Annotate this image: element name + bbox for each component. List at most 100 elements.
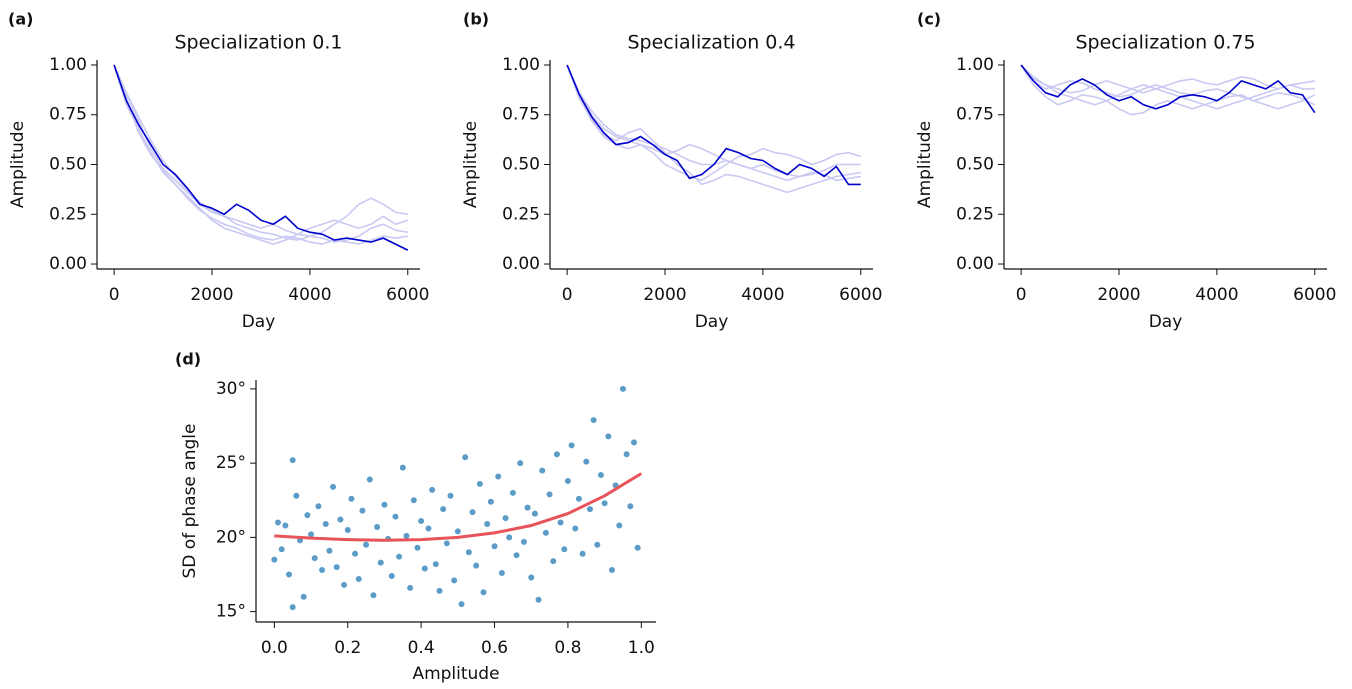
y-tick-label: 0.00: [49, 254, 87, 274]
x-tick-label: 0.6: [481, 638, 508, 658]
y-tick-label: 0.75: [49, 105, 87, 125]
scatter-point: [281, 521, 289, 530]
scatter-point: [476, 480, 484, 488]
scatter-point: [501, 514, 510, 522]
y-tick-label: 25°: [216, 453, 246, 473]
y-tick-label: 0.25: [956, 204, 994, 224]
panel-label: (a): [8, 10, 33, 29]
line-series: [1020, 64, 1315, 94]
scatter-point: [450, 576, 458, 585]
chart-title: Specialization 0.4: [627, 32, 795, 54]
scatter-point: [630, 438, 638, 446]
x-tick-label: 6000: [839, 285, 882, 305]
scatter-point: [571, 524, 579, 533]
scatter-point: [355, 575, 363, 583]
scatter-point: [446, 492, 455, 500]
scatter-point: [325, 547, 333, 555]
scatter-point: [564, 477, 572, 485]
scatter-point: [527, 573, 535, 582]
line-series: [566, 64, 861, 186]
x-tick-label: 2000: [643, 285, 686, 305]
y-tick-label: 0.25: [49, 204, 87, 224]
panel-label: (c): [917, 10, 941, 29]
scatter-point: [413, 544, 422, 552]
scatter-point: [336, 515, 345, 524]
scatter-point: [468, 508, 477, 516]
scatter-point: [461, 453, 469, 461]
scatter-point: [388, 572, 396, 580]
y-tick-label: 20°: [216, 527, 246, 547]
y-axis-label: Amplitude: [8, 121, 28, 208]
chart-title: Specialization 0.75: [1075, 32, 1255, 54]
scatter-point: [494, 472, 502, 481]
scatter-point: [531, 510, 539, 518]
scatter-point: [619, 385, 627, 393]
y-tick-label: 15°: [216, 602, 246, 622]
x-tick-label: 0.2: [334, 638, 361, 658]
x-axis-label: Day: [695, 312, 729, 332]
scatter-point: [417, 517, 425, 525]
scatter-point: [608, 566, 616, 574]
y-tick-label: 1.00: [49, 55, 87, 75]
x-tick-label: 2000: [1097, 285, 1140, 305]
line-series: [113, 64, 408, 243]
scatter-point: [347, 495, 356, 503]
scatter-point: [443, 539, 451, 547]
scatter-point: [597, 471, 605, 479]
y-tick-label: 0.50: [956, 155, 994, 175]
line-series: [566, 64, 861, 182]
scatter-point: [351, 550, 359, 558]
scatter-point: [626, 502, 634, 510]
x-tick-label: 0: [109, 285, 120, 305]
scatter-point: [498, 569, 506, 577]
scatter-point: [454, 527, 462, 536]
line-series: [1020, 64, 1316, 106]
x-tick-label: 6000: [386, 285, 429, 305]
scatter-point: [344, 526, 352, 534]
scatter-point: [391, 512, 400, 521]
scatter-point: [623, 450, 631, 458]
y-tick-label: 1.00: [956, 55, 994, 75]
scatter-point: [333, 563, 341, 571]
y-tick-label: 0.00: [502, 254, 540, 274]
scatter-point: [432, 560, 440, 568]
line-series: [113, 64, 409, 245]
scatter-point: [274, 518, 282, 527]
scatter-point: [373, 523, 381, 531]
scatter-point: [278, 545, 286, 553]
scatter-point: [322, 520, 330, 528]
scatter-point: [575, 495, 583, 503]
scatter-point: [523, 504, 532, 512]
y-tick-label: 0.75: [956, 105, 994, 125]
scatter-point: [329, 483, 337, 491]
scatter-point: [395, 553, 403, 561]
x-tick-label: 2000: [190, 285, 233, 305]
scatter-point: [428, 486, 436, 494]
panel-label: (b): [463, 10, 489, 29]
scatter-point: [435, 587, 444, 595]
scatter-point: [314, 502, 322, 510]
x-tick-label: 0: [562, 285, 573, 305]
y-tick-label: 0.75: [502, 105, 540, 125]
scatter-point: [542, 529, 550, 537]
scatter-point: [490, 542, 499, 550]
y-tick-label: 0.50: [49, 155, 87, 175]
line-series: [566, 64, 862, 182]
scatter-point: [366, 475, 374, 484]
line-series: [1020, 64, 1316, 114]
scatter-point: [311, 554, 319, 562]
scatter-point: [582, 458, 590, 466]
scatter-point: [512, 551, 521, 559]
scatter-point: [505, 533, 513, 541]
scatter-point: [399, 463, 407, 472]
panel-label: (d): [175, 350, 201, 369]
x-tick-label: 4000: [288, 285, 331, 305]
scatter-point: [285, 570, 293, 579]
y-tick-label: 30°: [216, 379, 246, 399]
scatter-point: [380, 501, 389, 509]
scatter-point: [369, 591, 378, 599]
chart-title: Specialization 0.1: [174, 32, 342, 54]
scatter-point: [615, 521, 623, 530]
x-tick-label: 0.0: [261, 638, 288, 658]
